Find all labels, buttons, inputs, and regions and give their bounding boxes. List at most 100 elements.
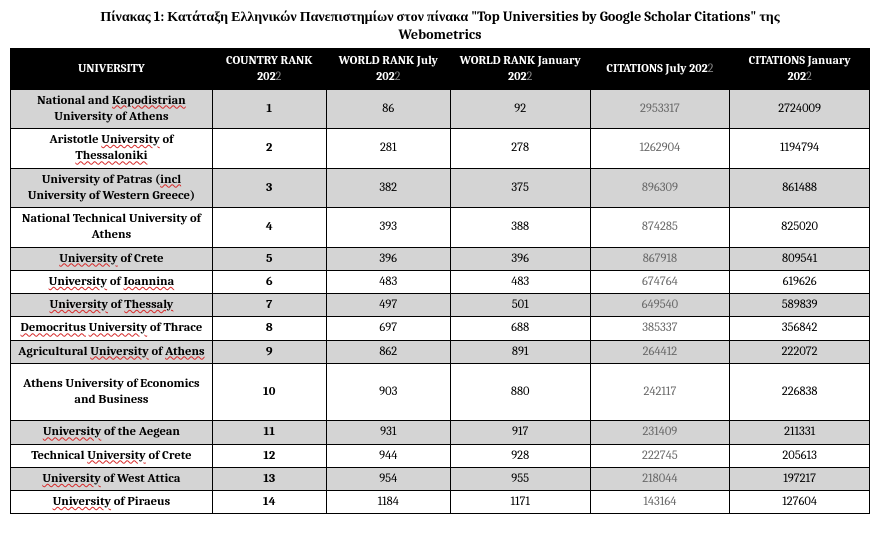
world-rank-january-cell: 501 <box>450 294 590 317</box>
country-rank-cell: 7 <box>212 294 326 317</box>
table-row: Athens University of Economics and Busin… <box>11 363 870 421</box>
world-rank-july-cell: 954 <box>326 467 450 490</box>
university-cell: University of Patras (incl University of… <box>11 168 213 208</box>
citations-january-cell: 222072 <box>730 340 870 363</box>
university-cell: Agricultural University of Athens <box>11 340 213 363</box>
citations-january-cell: 127604 <box>730 491 870 514</box>
column-header: COUNTRY RANK 2022 <box>212 49 326 89</box>
world-rank-july-cell: 396 <box>326 247 450 270</box>
world-rank-january-cell: 688 <box>450 317 590 340</box>
world-rank-january-cell: 880 <box>450 363 590 421</box>
world-rank-january-cell: 891 <box>450 340 590 363</box>
citations-july-cell: 867918 <box>590 247 730 270</box>
country-rank-cell: 2 <box>212 129 326 169</box>
country-rank-cell: 13 <box>212 467 326 490</box>
table-row: University of the Aegean1193191723140921… <box>11 421 870 444</box>
column-header: CITATIONS January 2022 <box>730 49 870 89</box>
citations-january-cell: 205613 <box>730 444 870 467</box>
world-rank-july-cell: 393 <box>326 208 450 248</box>
table-row: Technical University of Crete12944928222… <box>11 444 870 467</box>
world-rank-july-cell: 86 <box>326 89 450 129</box>
world-rank-january-cell: 92 <box>450 89 590 129</box>
university-cell: University of the Aegean <box>11 421 213 444</box>
column-header: CITATIONS July 2022 <box>590 49 730 89</box>
table-row: University of West Attica139549552180441… <box>11 467 870 490</box>
citations-january-cell: 589839 <box>730 294 870 317</box>
citations-january-cell: 809541 <box>730 247 870 270</box>
citations-january-cell: 861488 <box>730 168 870 208</box>
university-cell: University of Thessaly <box>11 294 213 317</box>
citations-july-cell: 242117 <box>590 363 730 421</box>
world-rank-january-cell: 375 <box>450 168 590 208</box>
citations-january-cell: 226838 <box>730 363 870 421</box>
citations-july-cell: 218044 <box>590 467 730 490</box>
world-rank-january-cell: 388 <box>450 208 590 248</box>
caption-line-2: Webometrics <box>399 26 482 43</box>
table-header: UNIVERSITYCOUNTRY RANK 2022WORLD RANK Ju… <box>11 49 870 89</box>
country-rank-cell: 1 <box>212 89 326 129</box>
table-body: National and Kapodistrian University of … <box>11 89 870 514</box>
citations-january-cell: 1194794 <box>730 129 870 169</box>
world-rank-july-cell: 931 <box>326 421 450 444</box>
citations-july-cell: 2953317 <box>590 89 730 129</box>
university-cell: University of Piraeus <box>11 491 213 514</box>
table-row: Aristotle University of Thessaloniki2281… <box>11 129 870 169</box>
table-row: Agricultural University of Athens9862891… <box>11 340 870 363</box>
world-rank-january-cell: 396 <box>450 247 590 270</box>
table-row: University of Ioannina648348367476461962… <box>11 270 870 293</box>
citations-july-cell: 264412 <box>590 340 730 363</box>
citations-july-cell: 896309 <box>590 168 730 208</box>
world-rank-january-cell: 955 <box>450 467 590 490</box>
citations-january-cell: 197217 <box>730 467 870 490</box>
world-rank-january-cell: 278 <box>450 129 590 169</box>
table-row: Democritus University of Thrace869768838… <box>11 317 870 340</box>
world-rank-july-cell: 382 <box>326 168 450 208</box>
citations-january-cell: 2724009 <box>730 89 870 129</box>
citations-july-cell: 385337 <box>590 317 730 340</box>
university-cell: Aristotle University of Thessaloniki <box>11 129 213 169</box>
world-rank-july-cell: 862 <box>326 340 450 363</box>
world-rank-january-cell: 917 <box>450 421 590 444</box>
world-rank-january-cell: 483 <box>450 270 590 293</box>
citations-january-cell: 211331 <box>730 421 870 444</box>
country-rank-cell: 6 <box>212 270 326 293</box>
country-rank-cell: 9 <box>212 340 326 363</box>
table-row: National Technical University of Athens4… <box>11 208 870 248</box>
university-cell: University of Crete <box>11 247 213 270</box>
world-rank-july-cell: 1184 <box>326 491 450 514</box>
caption-line-1: Πίνακας 1: Κατάταξη Ελληνικών Πανεπιστημ… <box>100 8 779 25</box>
rankings-table: UNIVERSITYCOUNTRY RANK 2022WORLD RANK Ju… <box>10 48 870 514</box>
column-header: WORLD RANK January 2022 <box>450 49 590 89</box>
world-rank-july-cell: 497 <box>326 294 450 317</box>
table-row: University of Thessaly749750164954058983… <box>11 294 870 317</box>
table-row: University of Patras (incl University of… <box>11 168 870 208</box>
column-header: WORLD RANK July 2022 <box>326 49 450 89</box>
world-rank-july-cell: 697 <box>326 317 450 340</box>
citations-july-cell: 674764 <box>590 270 730 293</box>
citations-july-cell: 143164 <box>590 491 730 514</box>
country-rank-cell: 3 <box>212 168 326 208</box>
country-rank-cell: 5 <box>212 247 326 270</box>
citations-january-cell: 619626 <box>730 270 870 293</box>
world-rank-july-cell: 281 <box>326 129 450 169</box>
university-cell: Athens University of Economics and Busin… <box>11 363 213 421</box>
university-cell: University of Ioannina <box>11 270 213 293</box>
citations-july-cell: 231409 <box>590 421 730 444</box>
university-cell: National and Kapodistrian University of … <box>11 89 213 129</box>
table-row: University of Piraeus1411841171143164127… <box>11 491 870 514</box>
citations-july-cell: 649540 <box>590 294 730 317</box>
world-rank-july-cell: 483 <box>326 270 450 293</box>
citations-january-cell: 356842 <box>730 317 870 340</box>
country-rank-cell: 4 <box>212 208 326 248</box>
university-cell: University of West Attica <box>11 467 213 490</box>
country-rank-cell: 10 <box>212 363 326 421</box>
world-rank-july-cell: 903 <box>326 363 450 421</box>
table-row: University of Crete5396396867918809541 <box>11 247 870 270</box>
university-cell: Technical University of Crete <box>11 444 213 467</box>
citations-july-cell: 1262904 <box>590 129 730 169</box>
column-header: UNIVERSITY <box>11 49 213 89</box>
world-rank-january-cell: 1171 <box>450 491 590 514</box>
citations-january-cell: 825020 <box>730 208 870 248</box>
country-rank-cell: 12 <box>212 444 326 467</box>
table-caption: Πίνακας 1: Κατάταξη Ελληνικών Πανεπιστημ… <box>10 8 870 44</box>
